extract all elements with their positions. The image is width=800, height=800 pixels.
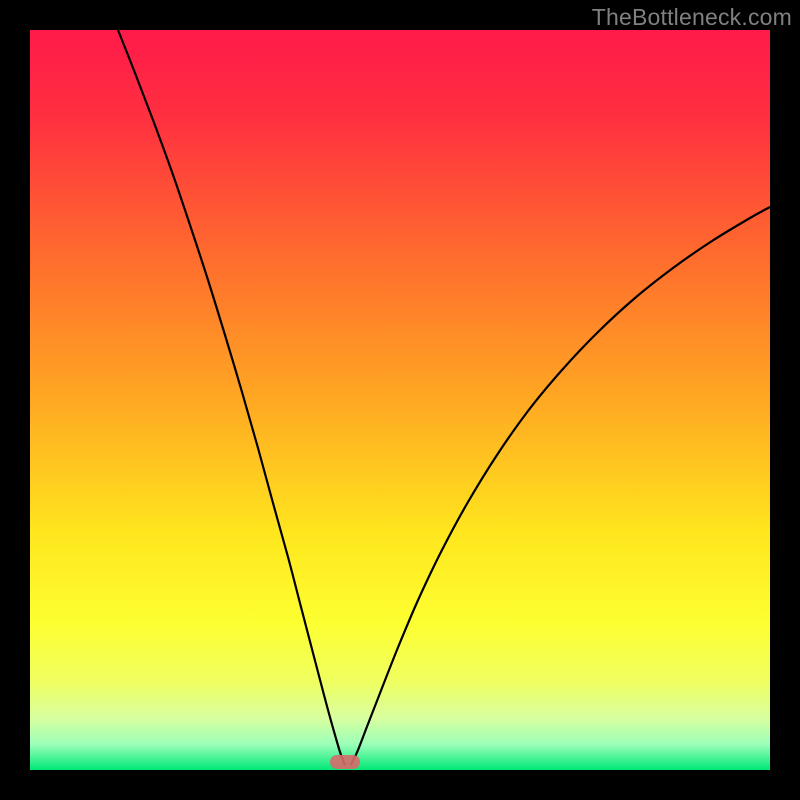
frame-border-right	[770, 0, 800, 800]
bottleneck-chart	[0, 0, 800, 800]
watermark-text: TheBottleneck.com	[592, 4, 792, 31]
gradient-background	[30, 30, 770, 770]
frame-border-left	[0, 0, 30, 800]
frame-border-bottom	[0, 770, 800, 800]
minimum-marker	[330, 755, 360, 769]
